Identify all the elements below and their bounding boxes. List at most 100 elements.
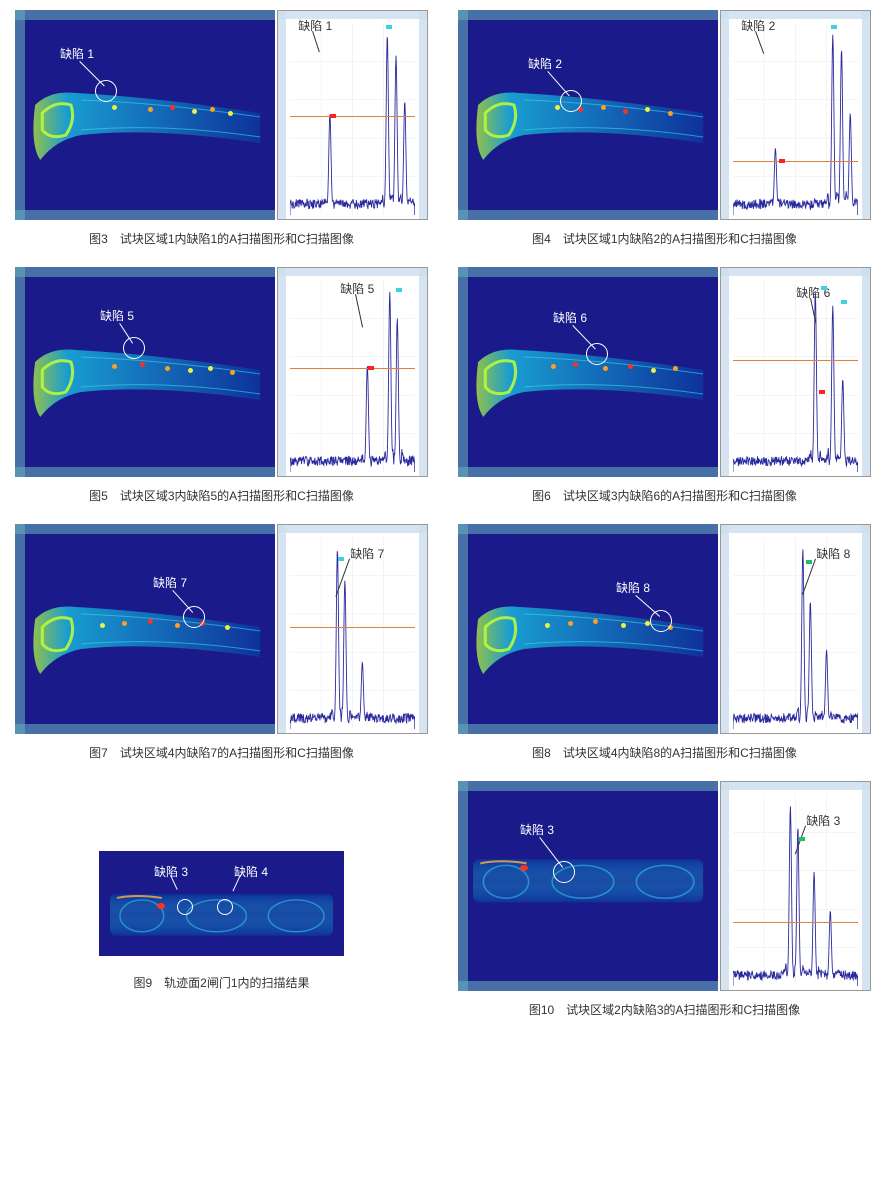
defect-dot — [645, 107, 650, 112]
a-scan-plot: 缺陷 3 — [720, 781, 871, 991]
marker — [819, 390, 825, 394]
gate-line — [733, 161, 858, 162]
figure-caption: 图8 试块区域4内缺陷8的A扫描图形和C扫描图像 — [532, 744, 797, 761]
defect-dot — [621, 623, 626, 628]
c-scan-image: 缺陷 7 — [15, 524, 275, 734]
gate-line — [290, 368, 415, 369]
a-ruler-right — [419, 11, 427, 219]
defect-dot — [140, 362, 145, 367]
a-ruler-right — [862, 782, 870, 990]
defect-dot — [208, 366, 213, 371]
ruler-left — [458, 10, 468, 220]
scan-panel: 缺陷 6 缺陷 6 — [458, 267, 871, 477]
fig3: 缺陷 1 缺陷 1 图3 试块区域1内缺陷1的A扫描图形和C扫描图像 — [15, 10, 428, 247]
defect-dot — [230, 370, 235, 375]
defect-dot — [651, 368, 656, 373]
ruler-left — [15, 524, 25, 734]
scan-panel: 缺陷 2 缺陷 2 — [458, 10, 871, 220]
marker — [330, 114, 336, 118]
defect-circle — [217, 899, 233, 915]
figure-caption: 图9 轨迹面2闸门1内的扫描结果 — [133, 974, 309, 991]
defect-circle — [95, 80, 117, 102]
a-defect-label: 缺陷 5 — [340, 280, 374, 297]
a-defect-label: 缺陷 2 — [741, 17, 775, 34]
scan-panel: 缺陷 1 缺陷 1 — [15, 10, 428, 220]
a-ruler-left — [721, 525, 729, 733]
ruler-left — [458, 267, 468, 477]
a-scan-trace — [290, 537, 415, 729]
defect-dot — [112, 105, 117, 110]
a-ruler-right — [419, 268, 427, 476]
ruler-top — [458, 524, 718, 534]
ruler-top — [15, 267, 275, 277]
ruler-bottom — [15, 210, 275, 220]
a-ruler-top — [721, 525, 870, 533]
defect-dot — [628, 364, 633, 369]
c-scan-image: 缺陷 1 — [15, 10, 275, 220]
ruler-bottom — [458, 724, 718, 734]
ruler-top — [458, 267, 718, 277]
ruler-top — [458, 781, 718, 791]
c-scan-image: 缺陷 5 — [15, 267, 275, 477]
defect-dot — [603, 366, 608, 371]
ruler-top — [458, 10, 718, 20]
defect-dot — [593, 619, 598, 624]
a-scan-trace — [733, 280, 858, 472]
gate-line — [733, 360, 858, 361]
marker — [386, 25, 392, 29]
defect-dot — [568, 621, 573, 626]
defect-dot — [210, 107, 215, 112]
marker — [368, 366, 374, 370]
defect-circle — [586, 343, 608, 365]
ruler-bottom — [15, 724, 275, 734]
defect-label: 缺陷 5 — [100, 307, 134, 324]
marker — [396, 288, 402, 292]
a-scan-plot: 缺陷 1 — [277, 10, 428, 220]
scan-panel: 缺陷 8 缺陷 8 — [458, 524, 871, 734]
defect-dot — [573, 362, 578, 367]
defect-circle — [650, 610, 672, 632]
marker — [821, 286, 827, 290]
a-defect-label: 缺陷 7 — [350, 545, 384, 562]
scan-panel: 缺陷 7 缺陷 7 — [15, 524, 428, 734]
a-ruler-right — [862, 268, 870, 476]
defect-dot — [668, 111, 673, 116]
a-scan-trace — [733, 23, 858, 215]
defect-dot — [175, 623, 180, 628]
figure-caption: 图3 试块区域1内缺陷1的A扫描图形和C扫描图像 — [89, 230, 354, 247]
a-ruler-right — [862, 11, 870, 219]
ruler-left — [458, 524, 468, 734]
gate-line — [290, 627, 415, 628]
defect-dot — [555, 105, 560, 110]
fig9: 缺陷 3缺陷 4图9 轨迹面2闸门1内的扫描结果 — [15, 781, 428, 1018]
figure-caption: 图7 试块区域4内缺陷7的A扫描图形和C扫描图像 — [89, 744, 354, 761]
a-defect-label: 缺陷 1 — [298, 17, 332, 34]
defect-label: 缺陷 8 — [616, 579, 650, 596]
ruler-bottom — [15, 467, 275, 477]
defect-label: 缺陷 7 — [153, 574, 187, 591]
defect-circle — [553, 861, 575, 883]
defect-circle — [123, 337, 145, 359]
defect-dot — [192, 109, 197, 114]
a-ruler-right — [419, 525, 427, 733]
defect-label: 缺陷 6 — [553, 309, 587, 326]
figure-caption: 图10 试块区域2内缺陷3的A扫描图形和C扫描图像 — [529, 1001, 800, 1018]
c-scan-image: 缺陷 2 — [458, 10, 718, 220]
c-scan-image: 缺陷 8 — [458, 524, 718, 734]
a-ruler-top — [278, 268, 427, 276]
gate-line — [290, 116, 415, 117]
gate-line — [733, 922, 858, 923]
fig7: 缺陷 7 缺陷 7 图7 试块区域4内缺陷7的A扫描图形和C扫描图像 — [15, 524, 428, 761]
ruler-bottom — [458, 467, 718, 477]
a-ruler-right — [862, 525, 870, 733]
marker — [799, 837, 805, 841]
a-scan-plot: 缺陷 6 — [720, 267, 871, 477]
ruler-bottom — [458, 210, 718, 220]
figure-caption: 图6 试块区域3内缺陷6的A扫描图形和C扫描图像 — [532, 487, 797, 504]
marker — [779, 159, 785, 163]
defect-dots — [30, 599, 265, 689]
ruler-top — [15, 524, 275, 534]
defect-dot — [170, 105, 175, 110]
figure-caption: 图5 试块区域3内缺陷5的A扫描图形和C扫描图像 — [89, 487, 354, 504]
highlight-dot — [157, 903, 165, 909]
